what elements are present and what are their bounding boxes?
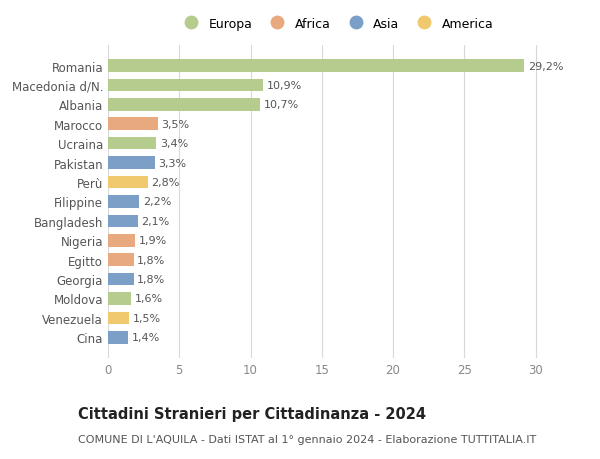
Text: 1,6%: 1,6% xyxy=(134,294,163,304)
Text: 1,4%: 1,4% xyxy=(131,333,160,342)
Text: 3,5%: 3,5% xyxy=(161,119,190,129)
Bar xyxy=(108,312,130,325)
Bar xyxy=(108,215,138,228)
Bar xyxy=(108,254,134,266)
Bar xyxy=(108,60,524,73)
Bar xyxy=(108,196,139,208)
Bar xyxy=(108,99,260,112)
Bar xyxy=(108,157,155,169)
Text: 10,9%: 10,9% xyxy=(267,81,302,91)
Text: 1,5%: 1,5% xyxy=(133,313,161,323)
Text: 10,7%: 10,7% xyxy=(264,100,299,110)
Text: 1,8%: 1,8% xyxy=(137,274,166,285)
Text: 1,9%: 1,9% xyxy=(139,236,167,246)
Text: 2,8%: 2,8% xyxy=(151,178,180,188)
Text: Cittadini Stranieri per Cittadinanza - 2024: Cittadini Stranieri per Cittadinanza - 2… xyxy=(78,406,426,421)
Text: 3,3%: 3,3% xyxy=(158,158,187,168)
Bar xyxy=(108,273,134,286)
Text: 1,8%: 1,8% xyxy=(137,255,166,265)
Bar xyxy=(108,235,135,247)
Bar xyxy=(108,138,157,150)
Text: 29,2%: 29,2% xyxy=(527,62,563,71)
Text: 2,1%: 2,1% xyxy=(142,216,170,226)
Bar xyxy=(108,292,131,305)
Text: 2,2%: 2,2% xyxy=(143,197,171,207)
Bar xyxy=(108,118,158,131)
Text: 3,4%: 3,4% xyxy=(160,139,188,149)
Text: COMUNE DI L'AQUILA - Dati ISTAT al 1° gennaio 2024 - Elaborazione TUTTITALIA.IT: COMUNE DI L'AQUILA - Dati ISTAT al 1° ge… xyxy=(78,434,536,444)
Bar xyxy=(108,79,263,92)
Bar xyxy=(108,176,148,189)
Legend: Europa, Africa, Asia, America: Europa, Africa, Asia, America xyxy=(178,18,494,31)
Bar xyxy=(108,331,128,344)
